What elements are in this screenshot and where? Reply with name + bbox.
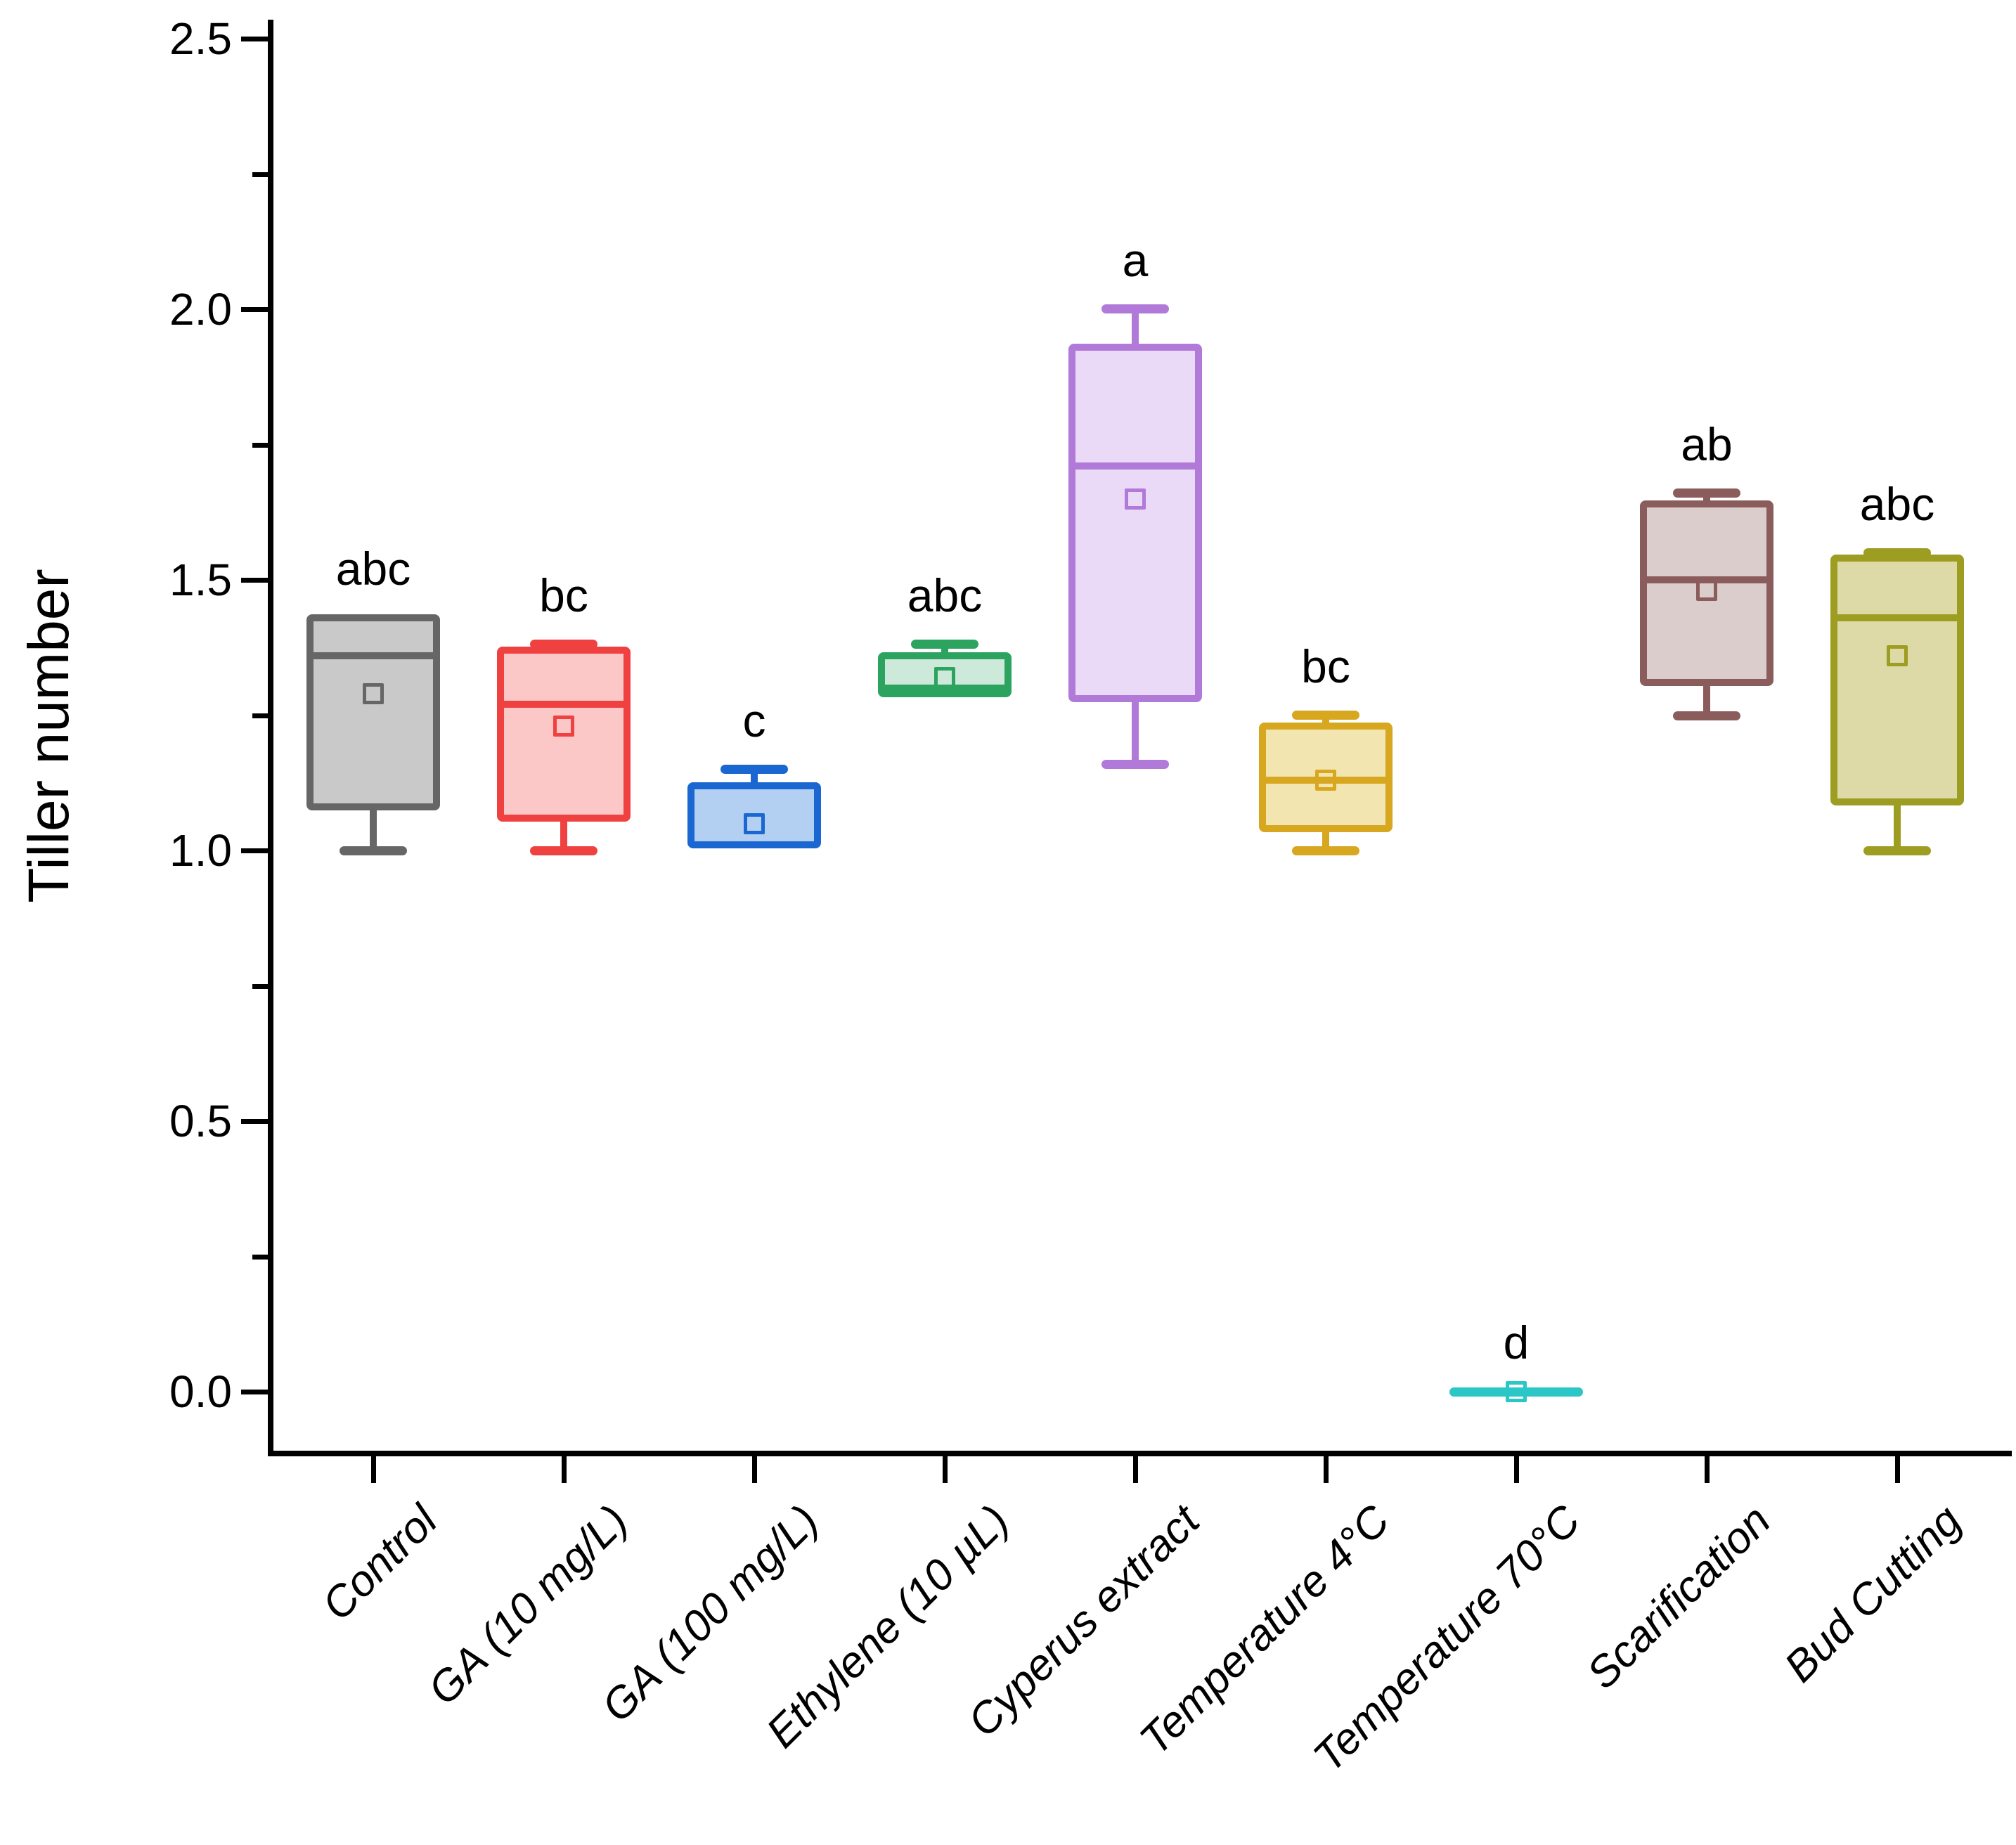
lower-whisker-cap [1673,711,1740,720]
x-axis-line [268,1451,2012,1456]
significance-letter: abc [1859,477,1935,530]
mean-marker [1125,488,1146,510]
mean-marker [1887,645,1908,666]
y-minor-tick [252,983,268,989]
lower-whisker-line [560,817,567,850]
median-line [692,782,817,789]
flat-box-line [1449,1387,1583,1397]
mean-marker [1506,1381,1527,1402]
x-tick [1895,1456,1900,1483]
x-tick [371,1456,376,1483]
x-tick-label: GA (10 mg/L) [419,1496,638,1715]
lower-whisker-cap [340,846,407,855]
x-tick [1705,1456,1710,1483]
y-tick-label: 0.5 [169,1096,232,1146]
lower-whisker-cap [1101,759,1169,769]
upper-whisker-cap [911,640,978,649]
box-iqr [306,614,440,811]
y-minor-tick [252,1254,268,1260]
upper-whisker-cap [1673,488,1740,498]
y-tick-label: 2.5 [169,13,232,64]
y-major-tick [241,1119,268,1124]
lower-whisker-line [1132,699,1139,764]
y-major-tick [241,307,268,312]
x-tick-label: Scarification [1577,1496,1781,1699]
upper-whisker-line [941,645,948,656]
y-major-tick [241,1390,268,1394]
lower-whisker-cap [530,846,597,855]
median-line [1263,776,1388,784]
upper-whisker-cap [1101,304,1169,313]
x-tick [752,1456,757,1483]
y-axis-line [268,20,273,1456]
lower-whisker-cap [1863,846,1931,855]
upper-whisker-cap [721,764,788,774]
mean-marker [553,715,574,737]
y-tick-label: 1.5 [169,555,232,605]
y-major-tick [241,848,268,853]
median-line [882,685,1007,692]
y-axis-title: Tiller number [17,569,81,903]
y-minor-tick [252,171,268,177]
x-tick [1133,1456,1138,1483]
lower-whisker-line [1322,829,1329,850]
median-line [501,701,626,708]
significance-letter: abc [907,569,983,622]
mean-marker [744,813,765,834]
mean-marker [934,666,955,688]
lower-whisker-line [370,807,377,850]
upper-whisker-line [1703,493,1710,505]
x-tick [1324,1456,1329,1483]
upper-whisker-cap [1292,710,1359,720]
y-tick-label: 2.0 [169,284,232,335]
x-tick [1514,1456,1519,1483]
significance-letter: c [742,694,766,746]
lower-whisker-cap [1292,846,1359,855]
upper-whisker-line [1322,715,1329,726]
significance-letter: bc [1301,640,1350,692]
y-tick-label: 0.0 [169,1366,232,1417]
significance-letter: abc [335,542,411,595]
lower-whisker-line [1703,682,1710,716]
upper-whisker-line [751,769,758,786]
y-major-tick [241,37,268,41]
x-tick [943,1456,948,1483]
y-minor-tick [252,442,268,448]
mean-marker [1315,769,1336,791]
y-major-tick [241,578,268,583]
mean-marker [1696,580,1717,602]
upper-whisker-line [1132,309,1139,347]
x-tick-label: Bud Cutting [1775,1496,1971,1692]
lower-whisker-line [1894,801,1901,850]
x-tick [562,1456,567,1483]
box-iqr [1830,555,1964,805]
y-minor-tick [252,713,268,718]
median-line [1835,614,1960,621]
median-line [311,652,436,659]
mean-marker [363,682,384,704]
median-line [1644,576,1769,583]
box-iqr [1640,500,1773,687]
median-line [1073,462,1198,470]
x-tick-label: Control [313,1496,447,1630]
significance-letter: a [1122,234,1149,286]
significance-letter: d [1503,1316,1530,1368]
significance-letter: ab [1681,417,1733,470]
y-tick-label: 1.0 [169,825,232,876]
box-iqr [1068,343,1202,703]
significance-letter: bc [539,569,588,622]
